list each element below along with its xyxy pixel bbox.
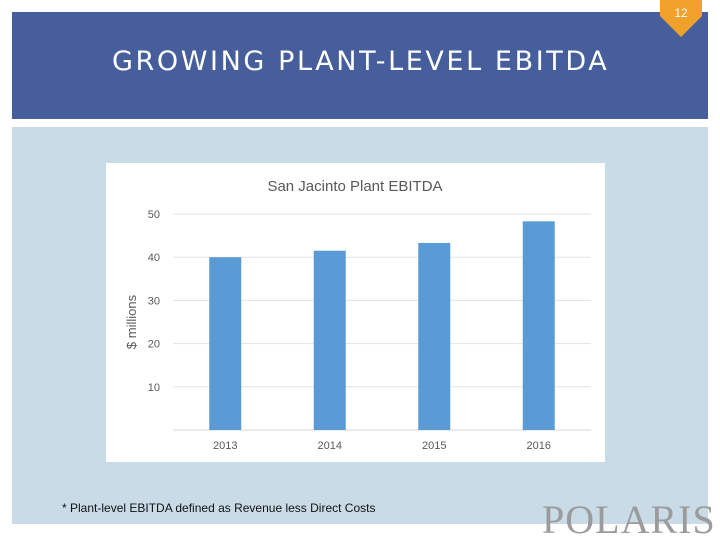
x-tick-label: 2016 bbox=[527, 440, 551, 452]
bar-2016 bbox=[522, 221, 555, 430]
x-tick-label: 2013 bbox=[213, 440, 237, 452]
footnote: * Plant-level EBITDA defined as Revenue … bbox=[62, 501, 376, 515]
x-tick-label: 2015 bbox=[422, 440, 446, 452]
y-tick-label: 20 bbox=[148, 339, 160, 351]
badge-shape bbox=[660, 0, 702, 37]
y-axis-label: $ millions bbox=[124, 294, 139, 349]
bar-2013 bbox=[209, 257, 242, 430]
page-number: 12 bbox=[674, 6, 688, 20]
polaris-logo: POLARIS bbox=[542, 497, 716, 542]
y-tick-label: 10 bbox=[148, 382, 160, 394]
page-number-badge: 12 bbox=[660, 0, 702, 38]
ebitda-bar-chart: San Jacinto Plant EBITDA $ millions 10 20… bbox=[124, 178, 591, 452]
x-tick-label: 2014 bbox=[318, 440, 342, 452]
chart-container: San Jacinto Plant EBITDA $ millions 10 20… bbox=[106, 163, 605, 462]
y-tick-label: 50 bbox=[148, 209, 160, 221]
bar-2014 bbox=[313, 250, 346, 430]
bar-2015 bbox=[418, 242, 451, 430]
chart-title: San Jacinto Plant EBITDA bbox=[267, 178, 442, 195]
title-banner bbox=[12, 12, 708, 119]
y-tick-label: 40 bbox=[148, 252, 160, 264]
y-tick-label: 30 bbox=[148, 295, 160, 307]
slide-title: GROWING PLANT-LEVEL EBITDA bbox=[112, 46, 610, 77]
